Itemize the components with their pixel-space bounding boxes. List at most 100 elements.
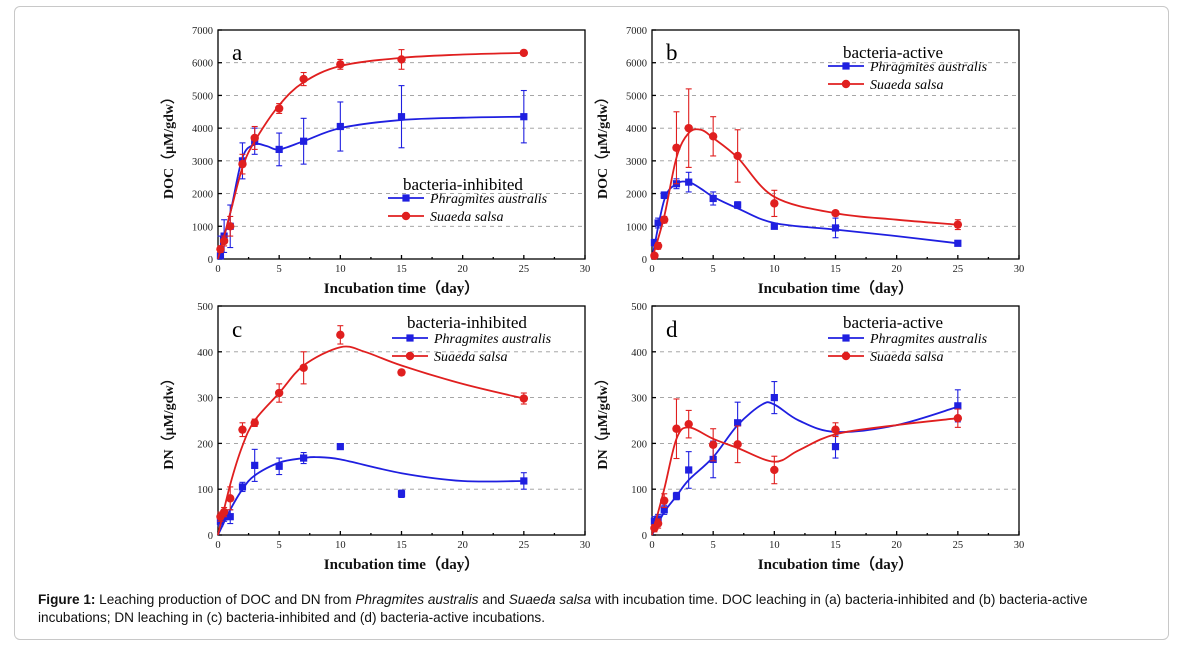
x-axis-label: Incubation time（day）: [324, 279, 479, 297]
x-tick-label: 15: [830, 264, 841, 275]
y-tick-label: 1000: [192, 222, 213, 233]
x-tick-label: 30: [1014, 264, 1025, 275]
x-tick-label: 30: [580, 540, 591, 551]
data-point: [250, 418, 259, 427]
x-tick-label: 0: [215, 540, 220, 551]
x-tick-label: 20: [891, 540, 902, 551]
figure-caption: Figure 1: Leaching production of DOC and…: [38, 591, 1150, 627]
data-point: [953, 414, 963, 423]
y-tick-label: 5000: [192, 91, 213, 102]
data-point: [216, 252, 225, 260]
data-point: [733, 151, 742, 161]
y-tick-label: 7000: [626, 26, 647, 37]
y-tick-label: 400: [631, 348, 647, 359]
legend-marker: [402, 194, 410, 202]
chart-panel-a: 0 5 10 15 20 25 30 0 1000 2000 3000 4000 5000 6000 700…: [161, 26, 590, 297]
x-tick-label: 30: [1014, 540, 1025, 551]
x-tick-label: 5: [277, 540, 282, 551]
series-line: [217, 345, 525, 536]
data-point: [684, 123, 693, 133]
x-tick-label: 10: [335, 540, 346, 551]
panel-letter: c: [232, 317, 242, 342]
y-tick-label: 100: [631, 485, 647, 496]
data-point: [299, 363, 308, 373]
series-line: [217, 52, 524, 260]
figure-panels: 0 5 10 15 20 25 300100020003000400050006000700…: [161, 26, 1025, 573]
x-tick-label: 15: [396, 264, 407, 275]
data-point: [672, 424, 681, 433]
y-tick-label: 4000: [192, 124, 213, 135]
condition-label: bacteria-active: [843, 313, 943, 332]
data-point: [238, 483, 247, 491]
y-tick-label: 2000: [626, 190, 647, 201]
x-axis-label: Incubation time（day）: [324, 555, 479, 573]
x-tick-label: 25: [953, 264, 964, 275]
y-tick-label: 400: [197, 348, 213, 359]
series-square: [650, 381, 962, 536]
data-point: [275, 145, 283, 154]
y-tick-label: 5000: [626, 91, 647, 102]
data-point: [653, 519, 663, 528]
data-point: [653, 241, 663, 251]
series-line: [651, 128, 958, 260]
x-tick-label: 0: [649, 540, 654, 551]
data-point: [650, 517, 659, 525]
data-point: [654, 219, 662, 227]
y-tick-label: 300: [631, 394, 647, 405]
x-tick-label: 5: [277, 264, 282, 275]
series-circle: [216, 325, 529, 536]
y-tick-label: 0: [642, 255, 647, 266]
data-point: [685, 466, 693, 474]
y-tick-label: 6000: [192, 59, 213, 70]
data-point: [770, 199, 779, 208]
caption-text-3: with incubation time. DOC leaching in (a…: [38, 592, 1088, 625]
x-tick-label: 15: [396, 540, 407, 551]
x-tick-label: 20: [457, 264, 468, 275]
data-point: [831, 425, 840, 434]
data-point: [336, 443, 344, 451]
data-point: [238, 425, 247, 434]
y-tick-label: 0: [642, 531, 647, 542]
series-square: [216, 85, 528, 260]
data-point: [226, 513, 234, 521]
data-point: [216, 244, 225, 254]
x-tick-label: 0: [215, 264, 220, 275]
data-point: [251, 461, 259, 469]
data-point: [275, 462, 283, 470]
y-tick-label: 300: [197, 394, 213, 405]
x-tick-label: 10: [769, 540, 780, 551]
data-point: [274, 104, 284, 113]
data-point: [250, 133, 259, 143]
data-point: [300, 137, 308, 145]
data-point: [684, 419, 693, 429]
condition-label: bacteria-inhibited: [407, 313, 527, 332]
legend-label: Suaeda salsa: [870, 350, 944, 365]
data-point: [831, 209, 840, 218]
series-line: [217, 456, 524, 536]
data-point: [650, 251, 659, 260]
y-tick-label: 6000: [626, 59, 647, 70]
caption-species-1: Phragmites australis: [355, 592, 479, 607]
caption-text-2: and: [478, 592, 509, 607]
legend-label: Phragmites australis: [869, 60, 988, 75]
y-tick-label: 7000: [192, 26, 213, 37]
data-point: [300, 454, 308, 462]
data-point: [650, 239, 659, 247]
data-point: [734, 201, 742, 209]
data-point: [954, 239, 962, 247]
x-tick-label: 10: [769, 264, 780, 275]
data-point: [708, 132, 718, 141]
data-point: [519, 394, 529, 403]
data-point: [672, 492, 681, 500]
x-tick-label: 0: [649, 264, 654, 275]
data-point: [219, 507, 229, 517]
data-point: [219, 236, 229, 246]
legend-marker: [841, 79, 851, 89]
y-tick-label: 3000: [192, 157, 213, 168]
y-axis-label: DOC（μM/gdw）: [161, 90, 177, 199]
y-axis-label: DOC（μM/gdw）: [595, 90, 611, 199]
data-point: [238, 159, 247, 169]
x-tick-label: 20: [891, 264, 902, 275]
y-tick-label: 0: [208, 531, 213, 542]
